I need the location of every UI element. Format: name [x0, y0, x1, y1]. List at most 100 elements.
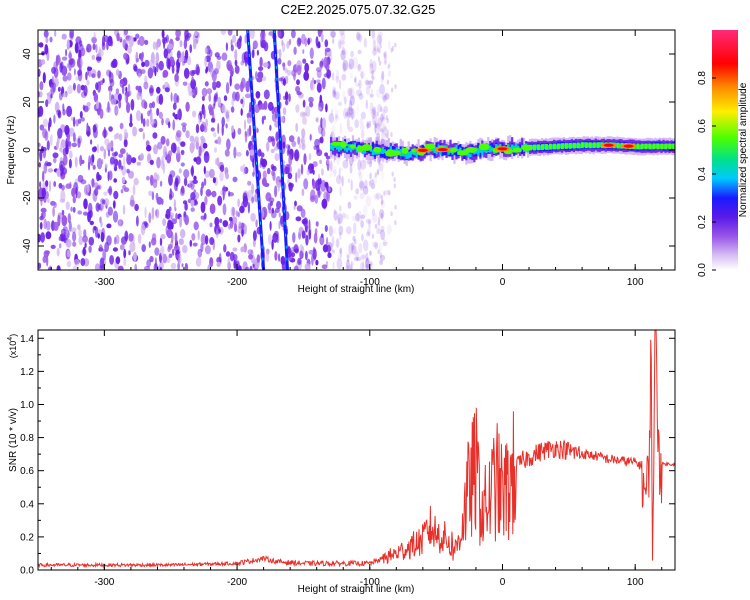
heatmap-noise-speck	[274, 230, 279, 238]
heatmap-noise-speck	[369, 101, 374, 112]
heatmap-noise-speck	[178, 168, 182, 174]
heatmap-noise-speck	[194, 136, 199, 143]
heatmap-noise-speck	[339, 231, 342, 240]
heatmap-noise-speck	[101, 199, 106, 205]
heatmap-noise-speck	[141, 244, 146, 253]
heatmap-noise-speck	[338, 39, 342, 50]
heatmap-noise-speck	[127, 83, 131, 93]
heatmap-noise-speck	[374, 193, 380, 201]
heatmap-noise-speck	[57, 86, 61, 92]
heatmap-noise-speck	[87, 183, 90, 193]
heatmap-noise-speck	[301, 230, 306, 239]
heatmap-ridge-cell	[467, 152, 470, 158]
heatmap-noise-speck	[82, 246, 86, 257]
heatmap-noise-speck	[40, 232, 45, 243]
heatmap-noise-speck	[225, 42, 228, 51]
heatmap-ridge-spot	[656, 143, 660, 150]
heatmap-noise-speck	[271, 170, 275, 177]
heatmap-noise-speck	[46, 220, 51, 231]
heatmap-noise-speck	[269, 220, 272, 231]
heatmap-noise-speck	[42, 118, 49, 128]
heatmap-noise-speck	[102, 249, 107, 261]
heatmap-noise-speck	[161, 118, 164, 126]
heatmap-noise-speck	[282, 107, 287, 115]
heatmap-noise-speck	[286, 41, 290, 49]
heatmap-noise-speck	[217, 96, 222, 108]
heatmap-noise-speck	[336, 174, 342, 185]
heatmap-noise-speck	[368, 83, 371, 89]
heatmap-noise-speck	[160, 245, 165, 257]
heatmap-noise-speck	[335, 114, 338, 119]
heatmap-noise-speck	[302, 49, 305, 54]
heatmap-ylabel: Frequency (Hz)	[6, 116, 17, 185]
heatmap-noise-speck	[365, 258, 370, 270]
heatmap-noise-speck	[129, 113, 133, 125]
heatmap-ridge-spot	[592, 142, 596, 149]
heatmap-noise-speck	[332, 86, 337, 95]
heatmap-noise-speck	[97, 232, 100, 239]
heatmap-noise-speck	[326, 244, 332, 253]
heatmap-noise-speck	[200, 187, 203, 197]
heatmap-noise-speck	[309, 133, 312, 141]
heatmap-noise-speck	[288, 135, 295, 143]
heatmap-noise-speck	[108, 126, 113, 132]
heatmap-noise-speck	[315, 67, 322, 73]
heatmap-noise-speck	[172, 102, 177, 110]
heatmap-noise-speck	[270, 148, 275, 154]
heatmap-noise-speck	[99, 265, 105, 270]
heatmap-noise-speck	[65, 144, 69, 155]
snr-ylabel: SNR (10 * v/v)	[8, 408, 19, 472]
heatmap-noise-speck	[352, 56, 359, 69]
heatmap-noise-speck	[381, 116, 386, 121]
snr-series-line	[38, 330, 675, 569]
heatmap-noise-speck	[253, 194, 259, 202]
heatmap-noise-speck	[282, 78, 286, 86]
heatmap-noise-speck	[379, 43, 382, 49]
heatmap-ridge-cell	[345, 147, 349, 153]
heatmap-noise-speck	[252, 157, 255, 168]
heatmap-noise-speck	[39, 91, 43, 98]
heatmap-noise-speck	[172, 119, 175, 131]
heatmap-noise-speck	[45, 99, 49, 108]
heatmap-noise-speck	[212, 81, 217, 87]
heatmap-noise-speck	[216, 157, 220, 167]
heatmap-noise-speck	[337, 253, 341, 261]
heatmap-noise-speck	[354, 238, 357, 245]
heatmap-noise-speck	[296, 205, 303, 212]
heatmap-noise-speck	[294, 248, 299, 254]
heatmap-noise-speck	[206, 88, 213, 95]
heatmap-noise-speck	[122, 204, 126, 215]
snr-y-tick-label: 0.2	[20, 532, 34, 543]
heatmap-noise-speck	[288, 154, 293, 166]
heatmap-ridge-cell	[415, 152, 418, 158]
heatmap-noise-speck	[370, 183, 376, 190]
heatmap-noise-speck	[65, 48, 68, 57]
heatmap-noise-speck	[135, 110, 142, 122]
heatmap-noise-speck	[46, 197, 50, 204]
heatmap-noise-speck	[97, 184, 102, 190]
snr-x-tick-label: -300	[94, 577, 114, 588]
heatmap-noise-speck	[221, 52, 228, 61]
heatmap-noise-speck	[372, 106, 376, 115]
heatmap-noise-speck	[158, 111, 163, 119]
heatmap-noise-speck	[77, 224, 81, 231]
heatmap-noise-speck	[88, 105, 91, 111]
heatmap-noise-speck	[289, 182, 292, 187]
heatmap-noise-speck	[267, 234, 272, 245]
heatmap-noise-speck	[326, 159, 330, 165]
heatmap-noise-speck	[297, 168, 301, 179]
heatmap-noise-speck	[129, 122, 133, 128]
heatmap-noise-speck	[85, 71, 88, 81]
heatmap-noise-speck	[358, 79, 362, 90]
heatmap-ridge-cell	[449, 139, 452, 155]
heatmap-noise-speck	[381, 70, 385, 81]
snr-frame	[37, 329, 676, 571]
heatmap-noise-speck	[159, 237, 163, 247]
heatmap-noise-speck	[251, 49, 255, 59]
heatmap-noise-speck	[242, 163, 246, 176]
heatmap-noise-speck	[156, 108, 160, 116]
heatmap-noise-speck	[109, 156, 115, 165]
heatmap-noise-speck	[390, 211, 393, 217]
heatmap-noise-speck	[299, 250, 304, 260]
heatmap-noise-speck	[292, 232, 296, 243]
